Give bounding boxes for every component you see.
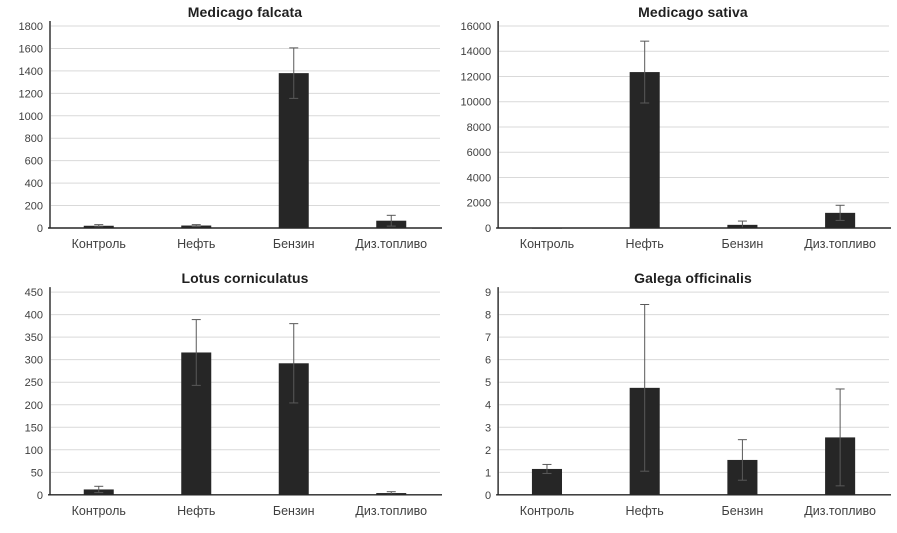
y-tick-label: 10000 [460,97,491,109]
y-tick-label: 400 [25,310,43,322]
x-category-label: Диз.топливо [355,237,427,251]
error-bar [737,439,747,481]
x-category-label: Нефть [177,504,215,518]
error-bar [737,220,747,228]
y-tick-label: 50 [31,467,43,479]
x-category-label: Диз.топливо [355,504,427,518]
chart-plot-area: 0 200 400 600 800 1000 1200 1400 1600 1800 Контрол… [0,0,448,266]
y-tick-label: 14000 [460,46,491,58]
chart-title: Medicago sativa [638,4,748,20]
chart-plot-area: 0 2000 4000 6000 8000 10000 12000 14000 16000 Кон… [448,0,897,266]
x-category-label: Бензин [722,504,764,518]
x-category-label: Бензин [273,504,315,518]
error-bar [191,319,201,386]
y-tick-label: 200 [25,400,43,412]
x-category-label: Нефть [626,237,664,251]
y-tick-label: 6 [485,355,491,367]
y-tick-label: 7 [485,332,491,344]
y-tick-label: 0 [485,490,491,502]
error-bar [640,303,650,472]
bar [278,73,309,228]
y-tick-label: 6000 [467,147,492,159]
error-bar [94,224,104,228]
y-tick-label: 4000 [467,173,492,185]
x-category-label: Контроль [520,237,574,251]
y-tick-label: 1800 [19,21,43,33]
y-tick-label: 250 [25,377,43,389]
x-category-label: Контроль [520,504,574,518]
chart-medicago-falcata: Medicago falcata 0 200 400 600 800 1000 1200 14… [0,0,448,266]
y-tick-label: 1400 [19,66,43,78]
chart-lotus-corniculatus: Lotus corniculatus 0 50 100 150 200 250 300 350… [0,266,448,533]
y-tick-label: 350 [25,332,43,344]
y-tick-label: 150 [25,422,43,434]
y-tick-label: 12000 [460,72,491,84]
x-category-label: Диз.топливо [804,237,876,251]
y-tick-label: 5 [485,377,491,389]
y-tick-label: 0 [485,223,491,235]
error-bar [289,323,299,404]
y-tick-label: 8000 [467,122,492,134]
x-category-label: Диз.топливо [804,504,876,518]
y-tick-label: 300 [25,355,43,367]
y-tick-label: 800 [25,133,43,145]
y-tick-label: 0 [37,490,43,502]
y-tick-label: 8 [485,310,491,322]
y-tick-label: 0 [37,223,43,235]
y-tick-label: 100 [25,445,43,457]
y-tick-label: 600 [25,156,43,168]
error-bar [835,204,845,221]
error-bar [386,214,396,227]
chart-title: Medicago falcata [187,4,303,20]
y-tick-label: 1200 [19,88,43,100]
x-category-label: Нефть [177,237,215,251]
chart-plot-area: 0 50 100 150 200 250 300 350 400 450 Контроль Нефть… [0,266,448,533]
y-tick-label: 4 [485,400,491,412]
y-tick-label: 2 [485,445,491,457]
y-tick-label: 2000 [467,198,492,210]
x-category-label: Бензин [722,237,764,251]
y-tick-label: 1 [485,467,491,479]
y-tick-label: 16000 [460,21,491,33]
error-bar [289,47,299,99]
error-bar [94,485,104,494]
chart-medicago-sativa: Medicago sativa 0 2000 4000 6000 8000 10000 12… [448,0,897,266]
y-tick-label: 1600 [19,43,43,55]
error-bar [640,40,650,104]
y-tick-label: 9 [485,287,491,299]
y-tick-label: 200 [25,201,43,213]
chart-galega-officinalis: Galega officinalis 0 1 2 3 4 5 6 7 8 9 Контроль Неф… [448,266,897,533]
y-tick-label: 1000 [19,111,43,123]
error-bar [835,388,845,487]
x-category-label: Нефть [626,504,664,518]
y-tick-label: 400 [25,178,43,190]
y-tick-label: 450 [25,287,43,299]
x-category-label: Контроль [72,237,126,251]
error-bar [542,463,552,474]
x-category-label: Контроль [72,504,126,518]
chart-title: Lotus corniculatus [181,270,309,286]
chart-title: Galega officinalis [634,270,752,286]
error-bar [191,224,201,227]
y-tick-label: 3 [485,422,491,434]
chart-plot-area: 0 1 2 3 4 5 6 7 8 9 Контроль Нефть Бензин Диз.топливо [448,266,897,533]
x-category-label: Бензин [273,237,315,251]
